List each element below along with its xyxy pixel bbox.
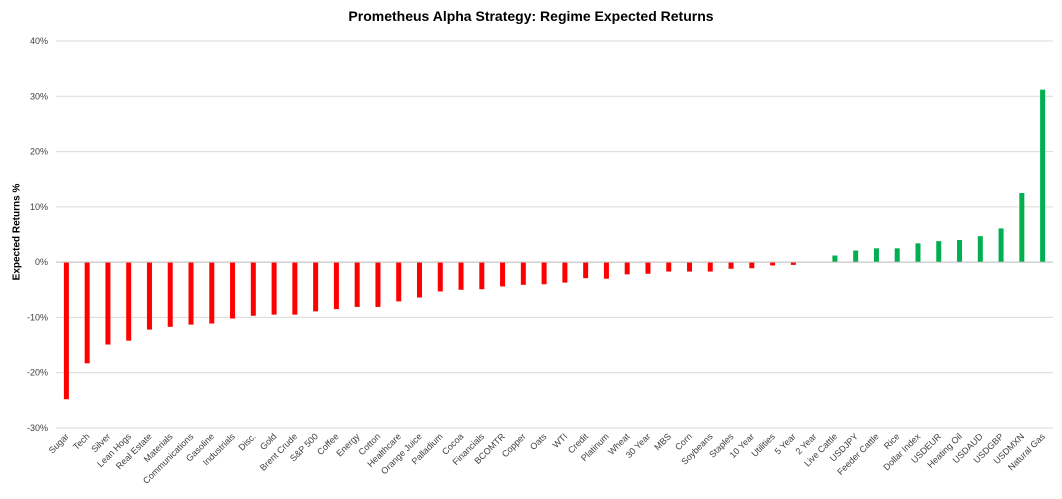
y-tick-label: -20% [27,368,48,378]
bar [977,236,983,263]
bar [500,262,506,287]
y-tick-label: 0% [35,257,48,267]
bar [603,262,609,279]
y-tick-label: 30% [30,91,48,101]
bar [250,262,256,316]
bar [479,262,485,290]
bar [645,262,651,274]
bar [790,262,796,265]
bar [728,262,734,269]
bar [126,262,132,341]
bar [146,262,152,330]
bar [707,262,713,272]
x-tick-label: Oats [528,431,549,452]
bar [313,262,319,312]
bar [1019,193,1025,263]
bar [894,248,900,263]
x-tick-label: Utilities [749,431,777,459]
bar [915,243,921,263]
bar [583,262,589,279]
bar [624,262,630,275]
y-tick-label: -30% [27,423,48,433]
bar [230,262,236,319]
bar [458,262,464,290]
bar [520,262,526,285]
bar [749,262,755,269]
x-tick-label: Disc. [237,431,258,452]
bar [770,262,776,266]
bar [853,250,859,263]
y-tick-label: -10% [27,312,48,322]
x-tick-label: Energy [334,431,362,459]
x-tick-label: Tech [71,431,92,452]
bar [666,262,672,272]
bar [292,262,298,315]
x-tick-label: 5 Year [773,431,798,456]
bar [541,262,547,285]
bar [437,262,443,292]
bar [188,262,194,325]
bar [936,241,942,263]
bar [167,262,173,327]
bar [375,262,381,307]
bar [687,262,693,272]
bar [957,240,963,263]
bar [333,262,339,310]
bar [105,262,111,345]
bar [416,262,422,298]
bar [84,262,90,364]
bar [562,262,568,283]
bar [209,262,215,324]
bar [873,248,879,263]
bar [998,228,1004,263]
chart-title: Prometheus Alpha Strategy: Regime Expect… [348,8,714,24]
bar [271,262,277,315]
y-tick-label: 20% [30,147,48,157]
bar [832,255,838,263]
y-tick-label: 40% [30,36,48,46]
bar [354,262,360,307]
x-tick-label: MBS [652,431,673,452]
y-tick-label: 10% [30,202,48,212]
x-tick-label: Sugar [47,431,71,455]
bar [63,262,69,400]
bar [1040,89,1046,263]
bar [396,262,402,302]
